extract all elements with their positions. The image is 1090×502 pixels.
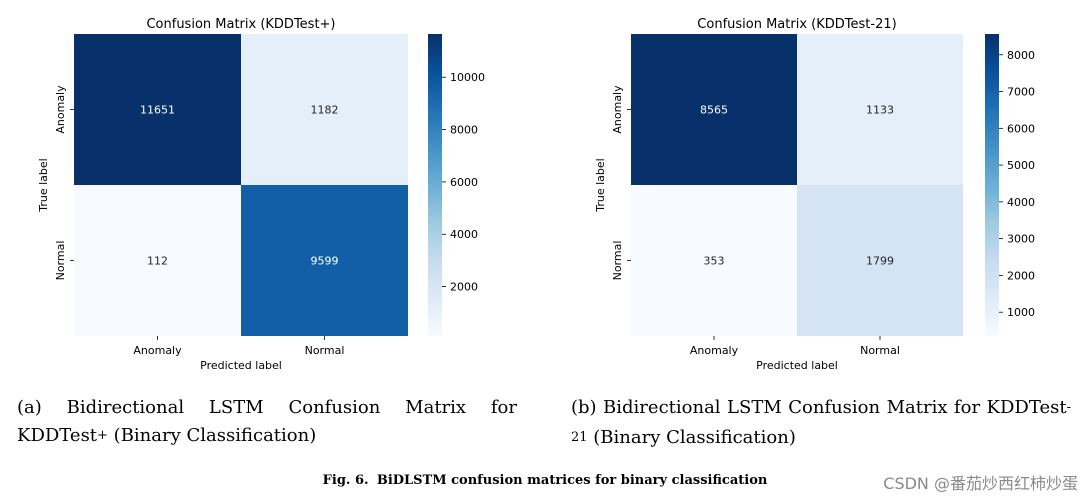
heatmap-cell [797, 185, 963, 336]
cell-value-label: 1799 [866, 255, 894, 268]
colorbar-tick-label: 6000 [1007, 122, 1035, 135]
colorbar-tick-label: 1000 [1007, 306, 1035, 319]
colorbar-tick-label: 10000 [450, 71, 485, 84]
heatmap-cell [74, 185, 241, 336]
heatmap-cell [631, 34, 797, 185]
heatmap-cell [74, 34, 241, 185]
watermark: CSDN @番茄炒西红柿炒蛋 [883, 474, 1078, 493]
colorbar-tick-label: 7000 [1007, 86, 1035, 99]
cell-value-label: 8565 [700, 104, 728, 117]
colorbar-tick-label: 6000 [450, 176, 478, 189]
cell-value-label: 353 [704, 255, 725, 268]
subcaption-b-sup: -21 [571, 400, 1071, 445]
y-axis-label: True label [594, 158, 607, 212]
y-tick-label: Anomaly [54, 85, 67, 134]
colorbar-tick-label: 3000 [1007, 233, 1035, 246]
y-tick-label: Normal [611, 241, 624, 281]
cell-value-label: 9599 [311, 255, 339, 268]
heatmap-cell [797, 34, 963, 185]
x-axis-label: Predicted label [756, 359, 838, 372]
subcaption-a: (a) Bidirectional LSTM Confusion Matrix … [17, 394, 517, 452]
heatmap-cell [241, 34, 408, 185]
x-tick-label: Normal [305, 344, 345, 357]
heatmap-cell [631, 185, 797, 336]
x-tick-label: Anomaly [133, 344, 182, 357]
chart-title: Confusion Matrix (KDDTest-21) [697, 17, 896, 32]
figure-caption: Fig. 6. BiDLSTM confusion matrices for b… [0, 473, 1090, 488]
figure-caption-text: BiDLSTM confusion matrices for binary cl… [376, 473, 768, 488]
colorbar-tick-label: 5000 [1007, 159, 1035, 172]
cell-value-label: 11651 [140, 104, 175, 117]
y-axis-label: True label [37, 158, 50, 212]
colorbar-tick-label: 8000 [450, 124, 478, 137]
subcaption-a-suffix: (Binary Classification) [107, 425, 317, 446]
cell-value-label: 1182 [311, 104, 339, 117]
figure-caption-label: Fig. 6. [322, 473, 369, 488]
colorbar [985, 34, 999, 336]
colorbar-tick-label: 4000 [450, 228, 478, 241]
colorbar [428, 34, 442, 336]
subcaption-b-text: (b) Bidirectional LSTM Confusion Matrix … [571, 397, 1067, 418]
subcaption-b-suffix: (Binary Classification) [587, 427, 796, 448]
x-axis-label: Predicted label [200, 359, 282, 372]
subcaption-a-text: (a) Bidirectional LSTM Confusion Matrix … [17, 397, 517, 446]
colorbar-tick-label: 8000 [1007, 49, 1035, 62]
colorbar-tick-label: 2000 [450, 281, 478, 294]
cell-value-label: 1133 [866, 104, 894, 117]
confusion-matrix-kddtest-plus: Confusion Matrix (KDDTest+) 11651 1182 112 9… [37, 17, 485, 372]
y-tick-label: Normal [54, 241, 67, 281]
confusion-matrix-kddtest-21: Confusion Matrix (KDDTest-21) 8565 1133 353… [594, 17, 1035, 372]
cell-value-label: 112 [147, 255, 168, 268]
x-tick-label: Normal [860, 344, 900, 357]
figure-canvas: Confusion Matrix (KDDTest+) 11651 1182 112 9… [37, 17, 1035, 372]
colorbar-tick-label: 4000 [1007, 196, 1035, 209]
chart-title: Confusion Matrix (KDDTest+) [146, 17, 335, 32]
x-tick-label: Anomaly [690, 344, 739, 357]
heatmap-cell [241, 185, 408, 336]
colorbar-tick-label: 2000 [1007, 269, 1035, 282]
y-tick-label: Anomaly [611, 85, 624, 134]
subcaption-b: (b) Bidirectional LSTM Confusion Matrix … [571, 394, 1071, 454]
subcaption-a-sup: + [97, 428, 108, 443]
